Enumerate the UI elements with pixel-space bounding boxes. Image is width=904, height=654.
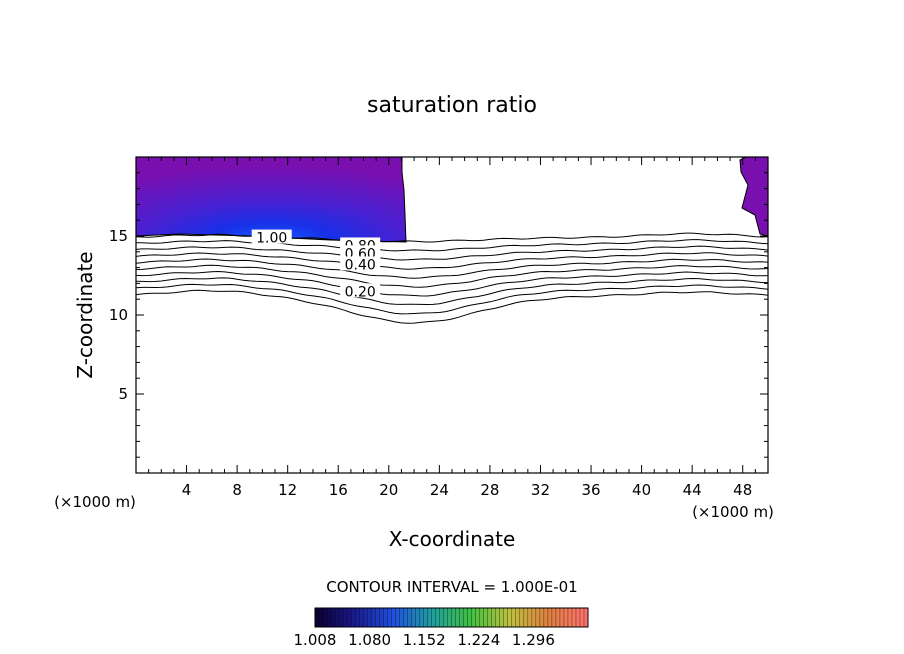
colorbar: 1.008 1.080 1.152 1.224 1.296 [294,607,589,649]
x-tick-label: 28 [480,481,499,499]
supersat-region-right [739,157,768,237]
contour-interval-text: CONTOUR INTERVAL = 1.000E-01 [326,578,577,596]
contour-label: 1.00 [256,231,287,247]
contour-line-0.50 [136,264,768,288]
contour-line-0.80 [136,245,768,261]
contour-line-0.60 [136,258,768,279]
x-tick-label: 36 [581,481,600,499]
colorbar-tick-label: 1.080 [348,631,391,649]
contour-line-0.40 [136,270,768,297]
x-axis-label: X-coordinate [389,527,516,551]
x-tick-label: 4 [182,481,192,499]
contour-line-0.70 [136,252,768,270]
contour-label-bg [340,283,381,298]
contour-line-0.10 [136,289,768,324]
contour-line-0.30 [136,277,768,306]
x-units-left: (×1000 m) [54,493,136,511]
supersat-region-left [136,157,407,243]
y-tick-label: 5 [118,385,128,403]
x-tick-label: 12 [278,481,297,499]
x-tick-label: 48 [733,481,752,499]
contour-line-0.90 [136,239,768,252]
colorbar-stripes [318,608,585,627]
x-tick-label: 8 [232,481,242,499]
y-tick-label: 10 [109,306,128,324]
contour-line-0.20 [136,283,768,315]
x-axis: 4 8 12 16 20 24 28 32 36 40 44 48 [148,157,756,499]
contour-label-bg [251,229,292,244]
y-tick-label: 15 [109,227,128,245]
x-units-right: (×1000 m) [692,503,774,521]
contour-line-1.00 [136,232,768,243]
contour-label: 0.40 [345,257,376,273]
x-tick-label: 44 [683,481,702,499]
colorbar-tick-labels: 1.008 1.080 1.152 1.224 1.296 [294,631,555,649]
contour-label: 0.20 [345,284,376,300]
colorbar-tick-label: 1.152 [403,631,446,649]
x-tick-label: 24 [430,481,449,499]
x-tick-label: 20 [379,481,398,499]
contour-lines [136,232,768,324]
chart-title: saturation ratio [367,93,537,118]
colorbar-tick-label: 1.296 [512,631,555,649]
x-tick-label: 40 [632,481,651,499]
y-axis: 5 10 15 [109,172,768,458]
contour-label-bg [340,256,381,271]
x-tick-label: 32 [531,481,550,499]
filled-regions [136,157,768,243]
contour-labels: 1.000.800.600.400.20 [251,229,381,300]
x-tick-label: 16 [329,481,348,499]
colorbar-tick-label: 1.008 [294,631,337,649]
contour-label-bg [340,245,381,260]
colorbar-tick-label: 1.224 [457,631,500,649]
y-axis-label: Z-coordinate [73,251,97,378]
